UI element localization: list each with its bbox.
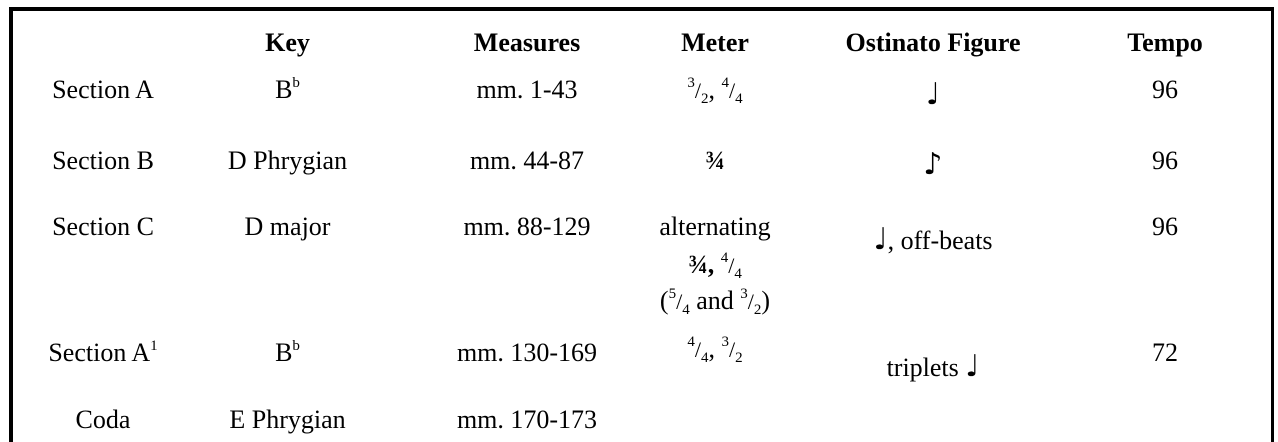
quarter-note-icon: ♩ — [925, 77, 941, 112]
header-tempo: Tempo — [1127, 28, 1203, 57]
header-ostinato: Ostinato Figure — [845, 28, 1021, 57]
row-label: Section A1 — [48, 338, 158, 367]
row-tempo: 72 — [1152, 338, 1178, 367]
row-meter: 4/4, 3/2 — [687, 334, 743, 366]
row-ostinato: triplets ♩ — [886, 349, 980, 384]
row-label: Section A — [52, 75, 154, 104]
row-label: Coda — [75, 405, 131, 434]
row-measures: mm. 170-173 — [456, 405, 598, 434]
row-tempo: 96 — [1152, 146, 1178, 175]
row-tempo: 96 — [1152, 75, 1178, 104]
row-tempo: 96 — [1152, 212, 1178, 241]
eighth-note-icon: ♪ — [923, 147, 943, 182]
row-meter: 3/2, 4/4 — [687, 75, 743, 107]
header-measures: Measures — [473, 28, 581, 57]
row-measures: mm. 88-129 — [463, 212, 591, 241]
row-measures: mm. 44-87 — [469, 146, 585, 175]
row-label: Section B — [52, 146, 154, 175]
row-meter-line1: alternating — [659, 212, 771, 241]
row-key: Bb — [275, 75, 300, 104]
row-meter: ¾ — [705, 146, 725, 175]
row-ostinato: ♩ — [818, 80, 1048, 111]
row-key: Bb — [275, 338, 300, 367]
row-ostinato: ♪ — [818, 150, 1048, 181]
header-key: Key — [265, 28, 310, 57]
row-meter-line3: (5/4 and 3/2) — [659, 286, 771, 318]
quarter-note-icon: ♩ — [965, 349, 980, 384]
row-label: Section C — [52, 212, 154, 241]
table-frame — [9, 7, 1274, 442]
row-key: D major — [244, 212, 331, 241]
row-key: E Phrygian — [229, 405, 346, 434]
header-meter: Meter — [681, 28, 749, 57]
row-ostinato: ♩, off-beats — [873, 222, 993, 257]
quarter-note-icon: ♩ — [873, 222, 888, 257]
row-measures: mm. 1-43 — [476, 75, 578, 104]
row-meter-line2: ¾, 4/4 — [688, 250, 742, 282]
row-key: D Phrygian — [227, 146, 348, 175]
row-measures: mm. 130-169 — [456, 338, 598, 367]
